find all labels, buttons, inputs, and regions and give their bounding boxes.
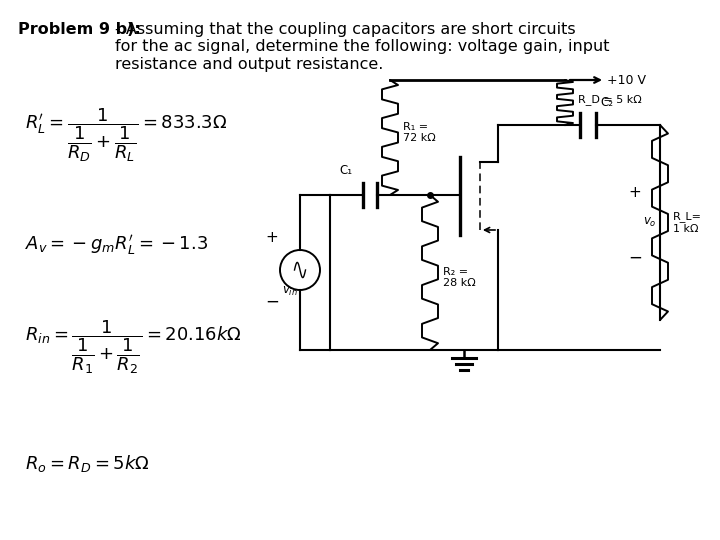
Text: R₂ =
28 kΩ: R₂ = 28 kΩ (443, 267, 476, 288)
Text: $R_{in} = \dfrac{1}{\dfrac{1}{R_1} + \dfrac{1}{R_2}} = 20.16k\Omega$: $R_{in} = \dfrac{1}{\dfrac{1}{R_1} + \df… (25, 319, 241, 376)
Text: +: + (266, 231, 279, 246)
Text: C₂: C₂ (600, 96, 613, 109)
Text: $R_L^{\prime} = \dfrac{1}{\dfrac{1}{R_D} + \dfrac{1}{R_L}} = 833.3\Omega$: $R_L^{\prime} = \dfrac{1}{\dfrac{1}{R_D}… (25, 106, 228, 164)
Text: $A_v = -g_m R_L^{\prime} = -1.3$: $A_v = -g_m R_L^{\prime} = -1.3$ (25, 233, 208, 257)
Text: R_L=
1 kΩ: R_L= 1 kΩ (673, 211, 702, 234)
Text: $R_o = R_D = 5k\Omega$: $R_o = R_D = 5k\Omega$ (25, 453, 150, 474)
Text: −: − (265, 293, 279, 311)
Text: $v_o$: $v_o$ (643, 216, 657, 229)
Text: $v_{in}$: $v_{in}$ (282, 285, 298, 298)
Text: +10 V: +10 V (607, 73, 646, 86)
Text: R₁ =
72 kΩ: R₁ = 72 kΩ (403, 122, 436, 143)
Text: +: + (629, 185, 642, 200)
Text: Problem 9 b):: Problem 9 b): (18, 22, 146, 37)
Text: - Assuming that the coupling capacitors are short circuits
for the ac signal, de: - Assuming that the coupling capacitors … (115, 22, 610, 72)
Text: R_D = 5 kΩ: R_D = 5 kΩ (578, 94, 642, 105)
Text: −: − (628, 248, 642, 267)
Text: C₁: C₁ (339, 164, 352, 177)
